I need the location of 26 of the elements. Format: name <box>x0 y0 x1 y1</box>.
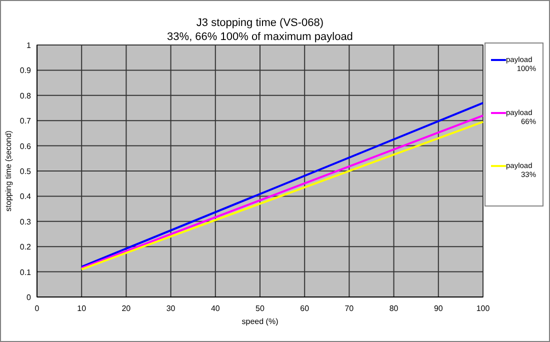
x-tick-label: 20 <box>122 304 132 313</box>
y-tick-label: 0.5 <box>20 167 32 176</box>
x-tick-label: 30 <box>166 304 176 313</box>
y-tick-label: 0.4 <box>20 192 32 202</box>
x-tick-label: 50 <box>256 304 265 313</box>
x-tick-label: 70 <box>344 304 354 313</box>
y-tick-label: 0.3 <box>20 217 32 226</box>
x-tick-label: 0 <box>34 304 40 313</box>
y-tick-label: 0.2 <box>20 242 32 252</box>
y-tick-label: 0.9 <box>20 66 32 76</box>
y-tick-label: 0 <box>26 293 32 302</box>
y-tick-label: 0.8 <box>20 91 32 100</box>
y-tick-label: 0.7 <box>20 116 32 126</box>
x-tick-label: 100 <box>476 304 490 313</box>
x-tick-label: 60 <box>300 304 310 313</box>
y-tick-label: 0.1 <box>20 268 32 277</box>
x-tick-label: 90 <box>434 304 444 313</box>
y-axis-title: stopping time (second) <box>4 130 13 212</box>
chart-title: J3 stopping time (VS-068) <box>196 17 324 29</box>
y-tick-label: 0.6 <box>20 142 32 151</box>
y-tick-label: 1 <box>26 41 32 50</box>
chart-subtitle: 33%, 66% 100% of maximum payload <box>167 31 353 43</box>
x-axis-title: speed (%) <box>242 317 279 326</box>
x-tick-label: 10 <box>77 304 87 313</box>
x-tick-label: 40 <box>210 304 220 313</box>
x-tick-label: 80 <box>389 304 399 313</box>
